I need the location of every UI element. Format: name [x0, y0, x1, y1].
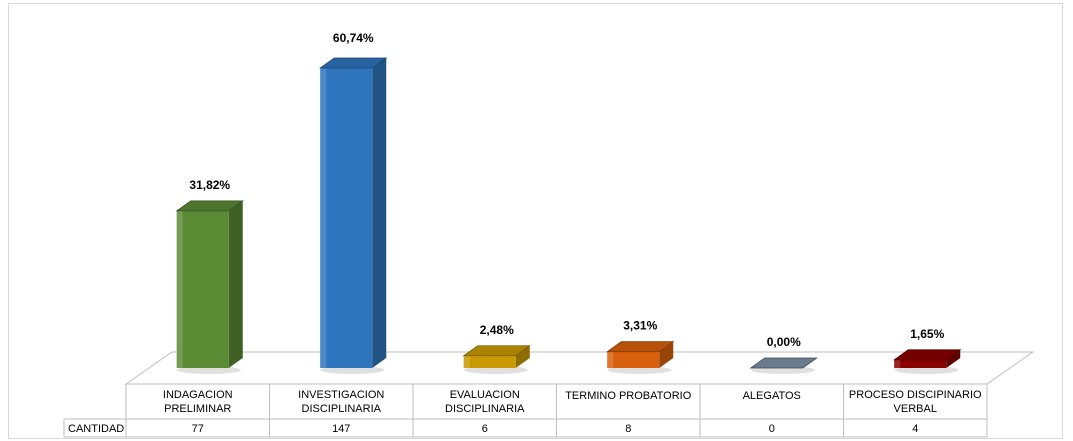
category-label: VERBAL [894, 403, 937, 415]
category-label: PRELIMINAR [164, 403, 231, 415]
chart-frame [8, 3, 1063, 439]
series-row-label: CANTIDAD [68, 423, 124, 435]
category-label: INVESTIGACION [298, 389, 384, 401]
table-value: 147 [332, 423, 350, 435]
category-label: DISCIPLINARIA [302, 403, 382, 415]
table-value: 6 [482, 423, 488, 435]
table-value: 8 [625, 423, 631, 435]
data-label: 60,74% [333, 31, 374, 45]
bar [749, 357, 818, 374]
bar [462, 345, 531, 374]
bar [319, 57, 388, 374]
bar [606, 341, 675, 374]
table-value: 77 [192, 423, 204, 435]
data-label: 1,65% [910, 327, 944, 341]
bar [175, 200, 244, 374]
category-label: ALEGATOS [743, 390, 801, 402]
category-label: INDAGACION [163, 389, 233, 401]
table-value: 0 [769, 423, 775, 435]
data-table: INDAGACION PRELIMINAR 77 INVESTIGACION DISCI… [63, 384, 988, 438]
bar [893, 349, 962, 374]
category-label: TERMINO PROBATORIO [565, 390, 692, 402]
bars [175, 57, 962, 374]
category-label: PROCESO DISCIPINARIO [849, 389, 982, 401]
data-label: 3,31% [623, 319, 657, 333]
data-label: 31,82% [189, 178, 230, 192]
table-value: 4 [912, 423, 918, 435]
category-label: DISCIPLINARIA [445, 403, 525, 415]
data-label: 2,48% [480, 323, 514, 337]
data-label: 0,00% [767, 335, 801, 349]
data-labels: 31,82% 60,74% 2,48% 3,31% 0,00% 1,65% [189, 31, 944, 349]
category-label: EVALUACION [450, 389, 520, 401]
